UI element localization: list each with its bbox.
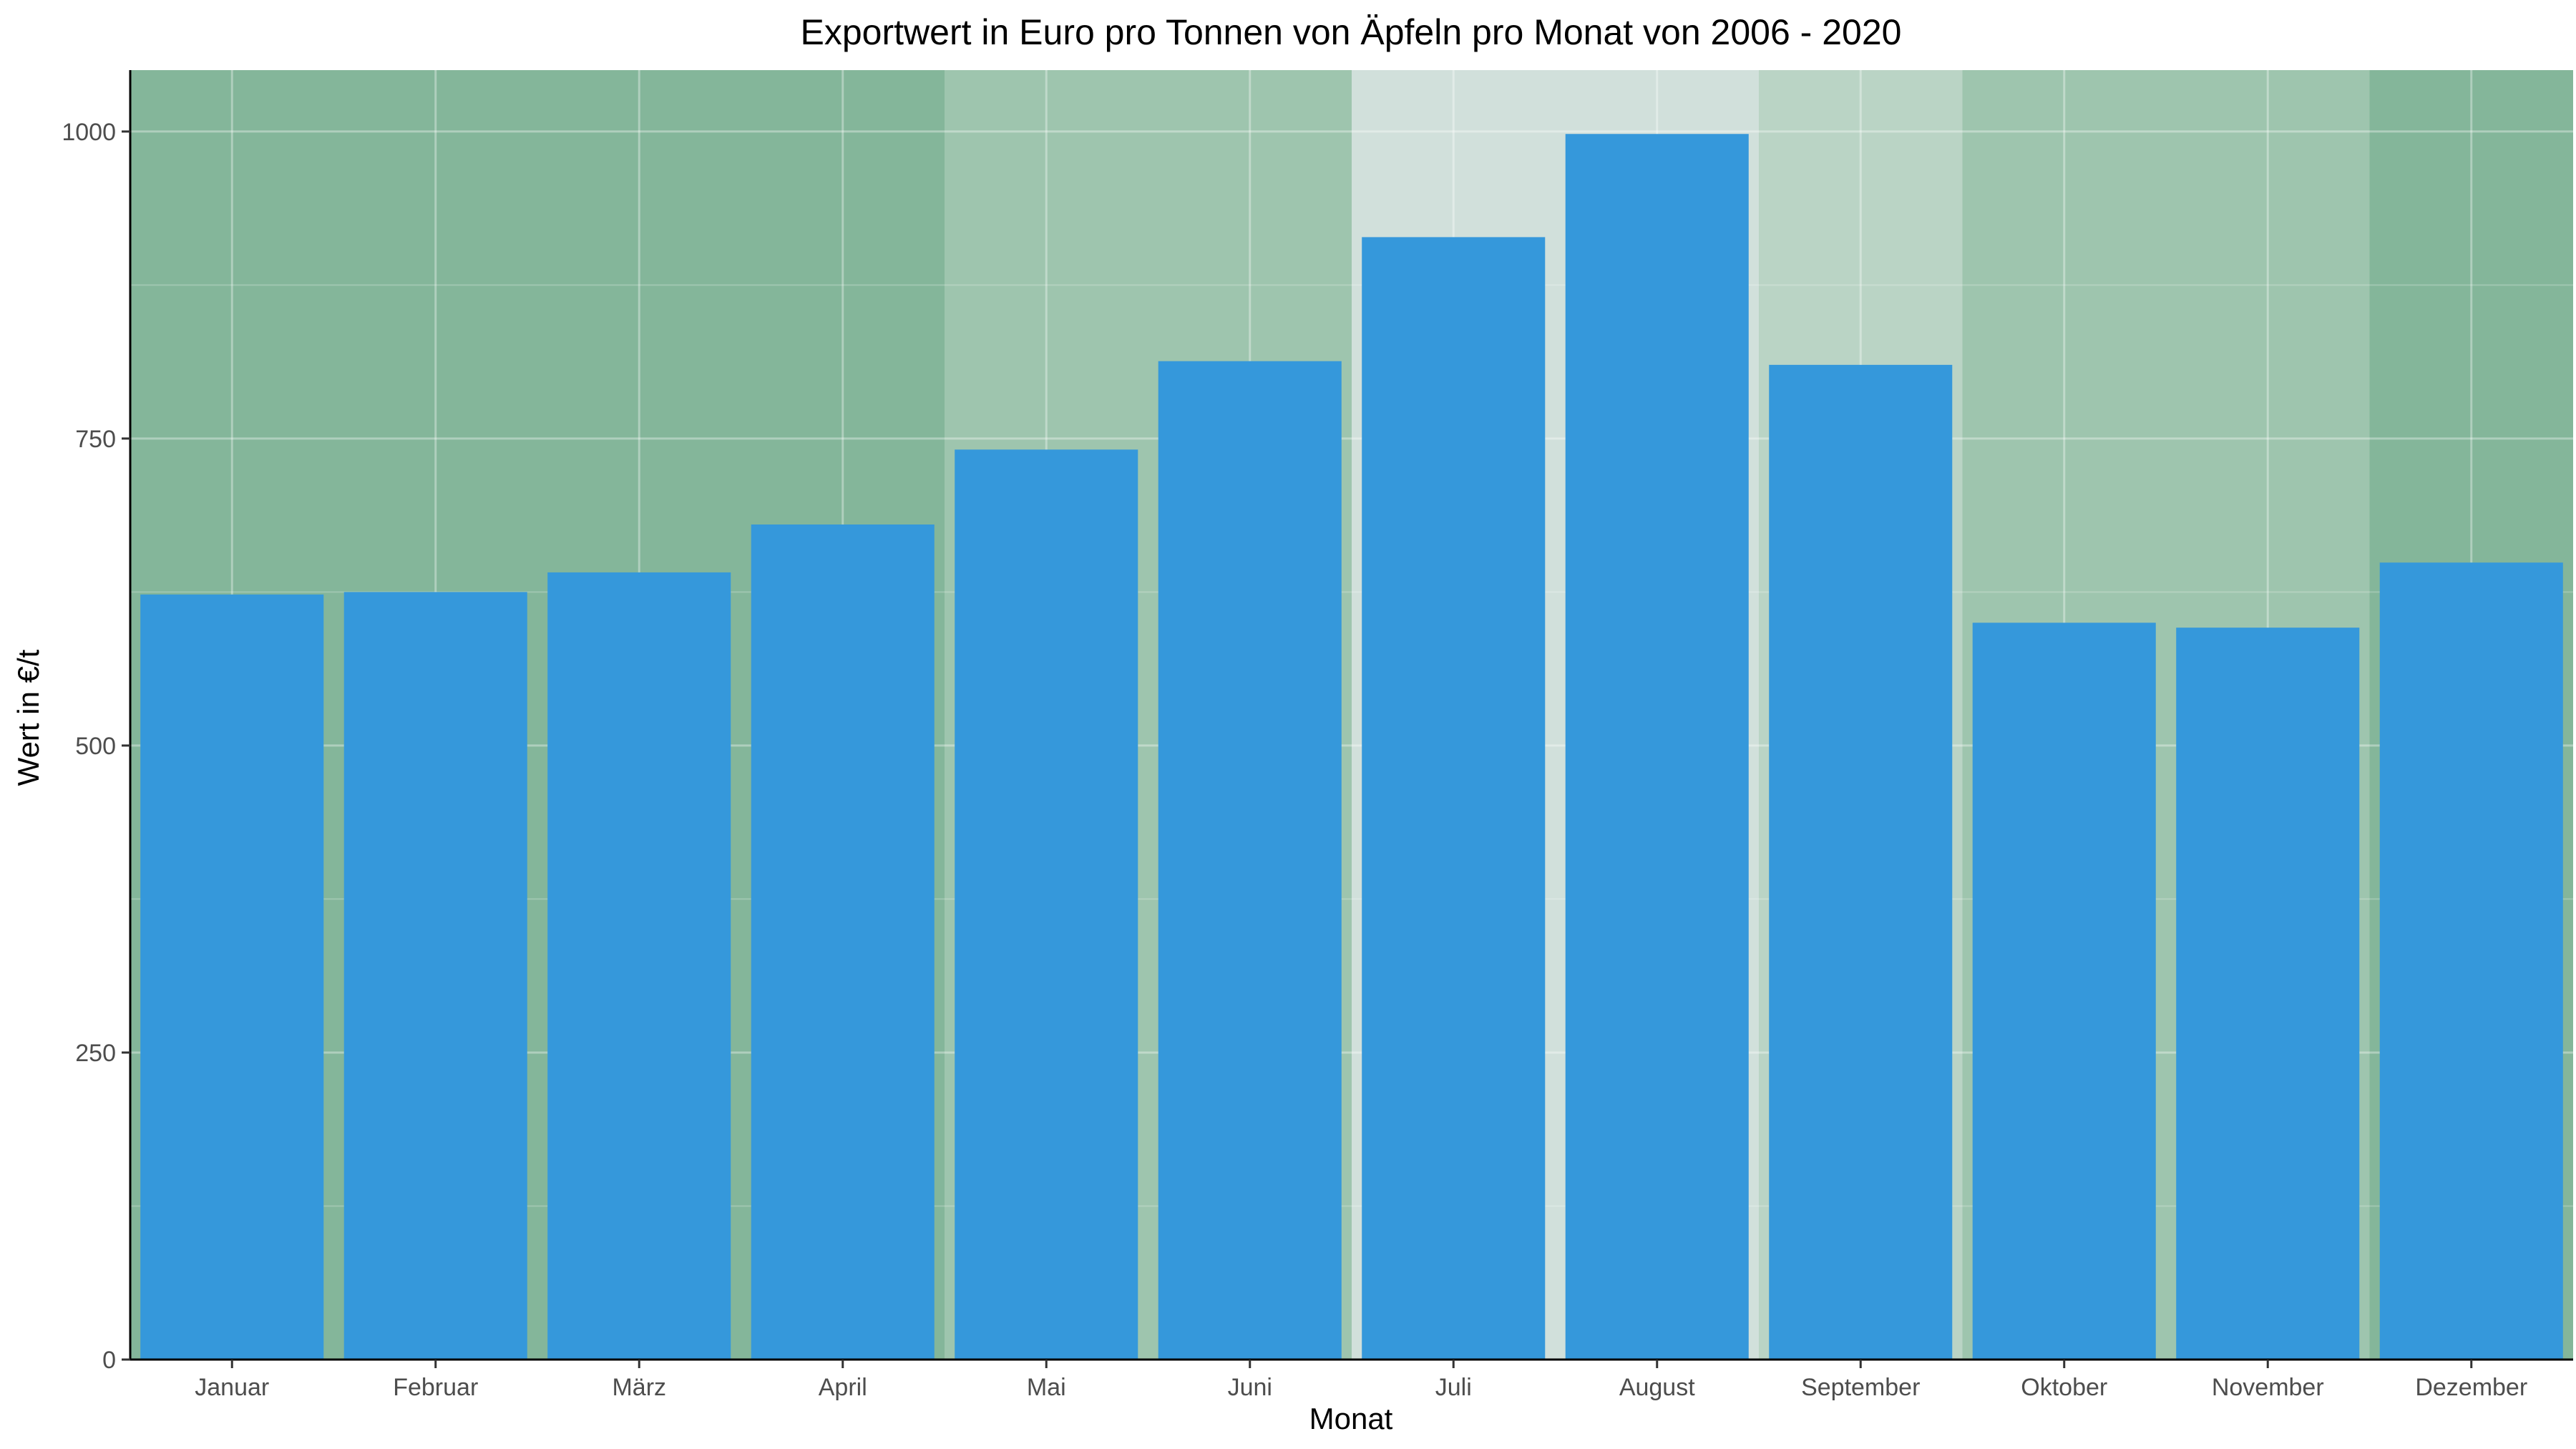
- x-tick-label: Februar: [393, 1374, 478, 1401]
- axes: [129, 70, 2573, 1361]
- bar: [547, 572, 731, 1360]
- x-tick-label: Januar: [195, 1374, 269, 1401]
- x-axis-title: Monat: [1309, 1402, 1393, 1435]
- y-tick-label: 1000: [62, 119, 116, 146]
- x-tick-label: Juli: [1435, 1374, 1472, 1401]
- x-tick-label: November: [2212, 1374, 2324, 1401]
- y-axis-ticks: 0 250 500 750 1000: [62, 119, 130, 1374]
- bar: [1362, 237, 1546, 1360]
- y-tick-label: 750: [75, 426, 116, 453]
- bar: [955, 449, 1138, 1360]
- x-tick-label: Mai: [1027, 1374, 1066, 1401]
- bar: [140, 594, 324, 1360]
- bar: [1565, 134, 1749, 1360]
- x-tick-label: März: [612, 1374, 666, 1401]
- x-tick-label: Oktober: [2021, 1374, 2107, 1401]
- bar: [343, 592, 527, 1360]
- bar: [751, 524, 935, 1360]
- x-tick-label: September: [1801, 1374, 1920, 1401]
- x-tick-label: April: [819, 1374, 867, 1401]
- bar: [1769, 364, 1953, 1360]
- x-axis-ticks: Januar Februar März April Mai Juni Juli August S…: [195, 1360, 2527, 1401]
- bar: [1158, 361, 1342, 1360]
- bar: [1972, 623, 2156, 1360]
- bar: [2176, 628, 2360, 1360]
- chart-title: Exportwert in Euro pro Tonnen von Äpfeln…: [801, 12, 1902, 52]
- y-tick-label: 0: [102, 1347, 116, 1374]
- y-tick-label: 500: [75, 733, 116, 760]
- bars: [140, 134, 2563, 1360]
- x-tick-label: Dezember: [2415, 1374, 2527, 1401]
- y-axis-title: Wert in €/t: [11, 649, 45, 786]
- y-tick-label: 250: [75, 1040, 116, 1067]
- x-tick-label: August: [1619, 1374, 1695, 1401]
- x-tick-label: Juni: [1228, 1374, 1272, 1401]
- bar: [2379, 562, 2563, 1360]
